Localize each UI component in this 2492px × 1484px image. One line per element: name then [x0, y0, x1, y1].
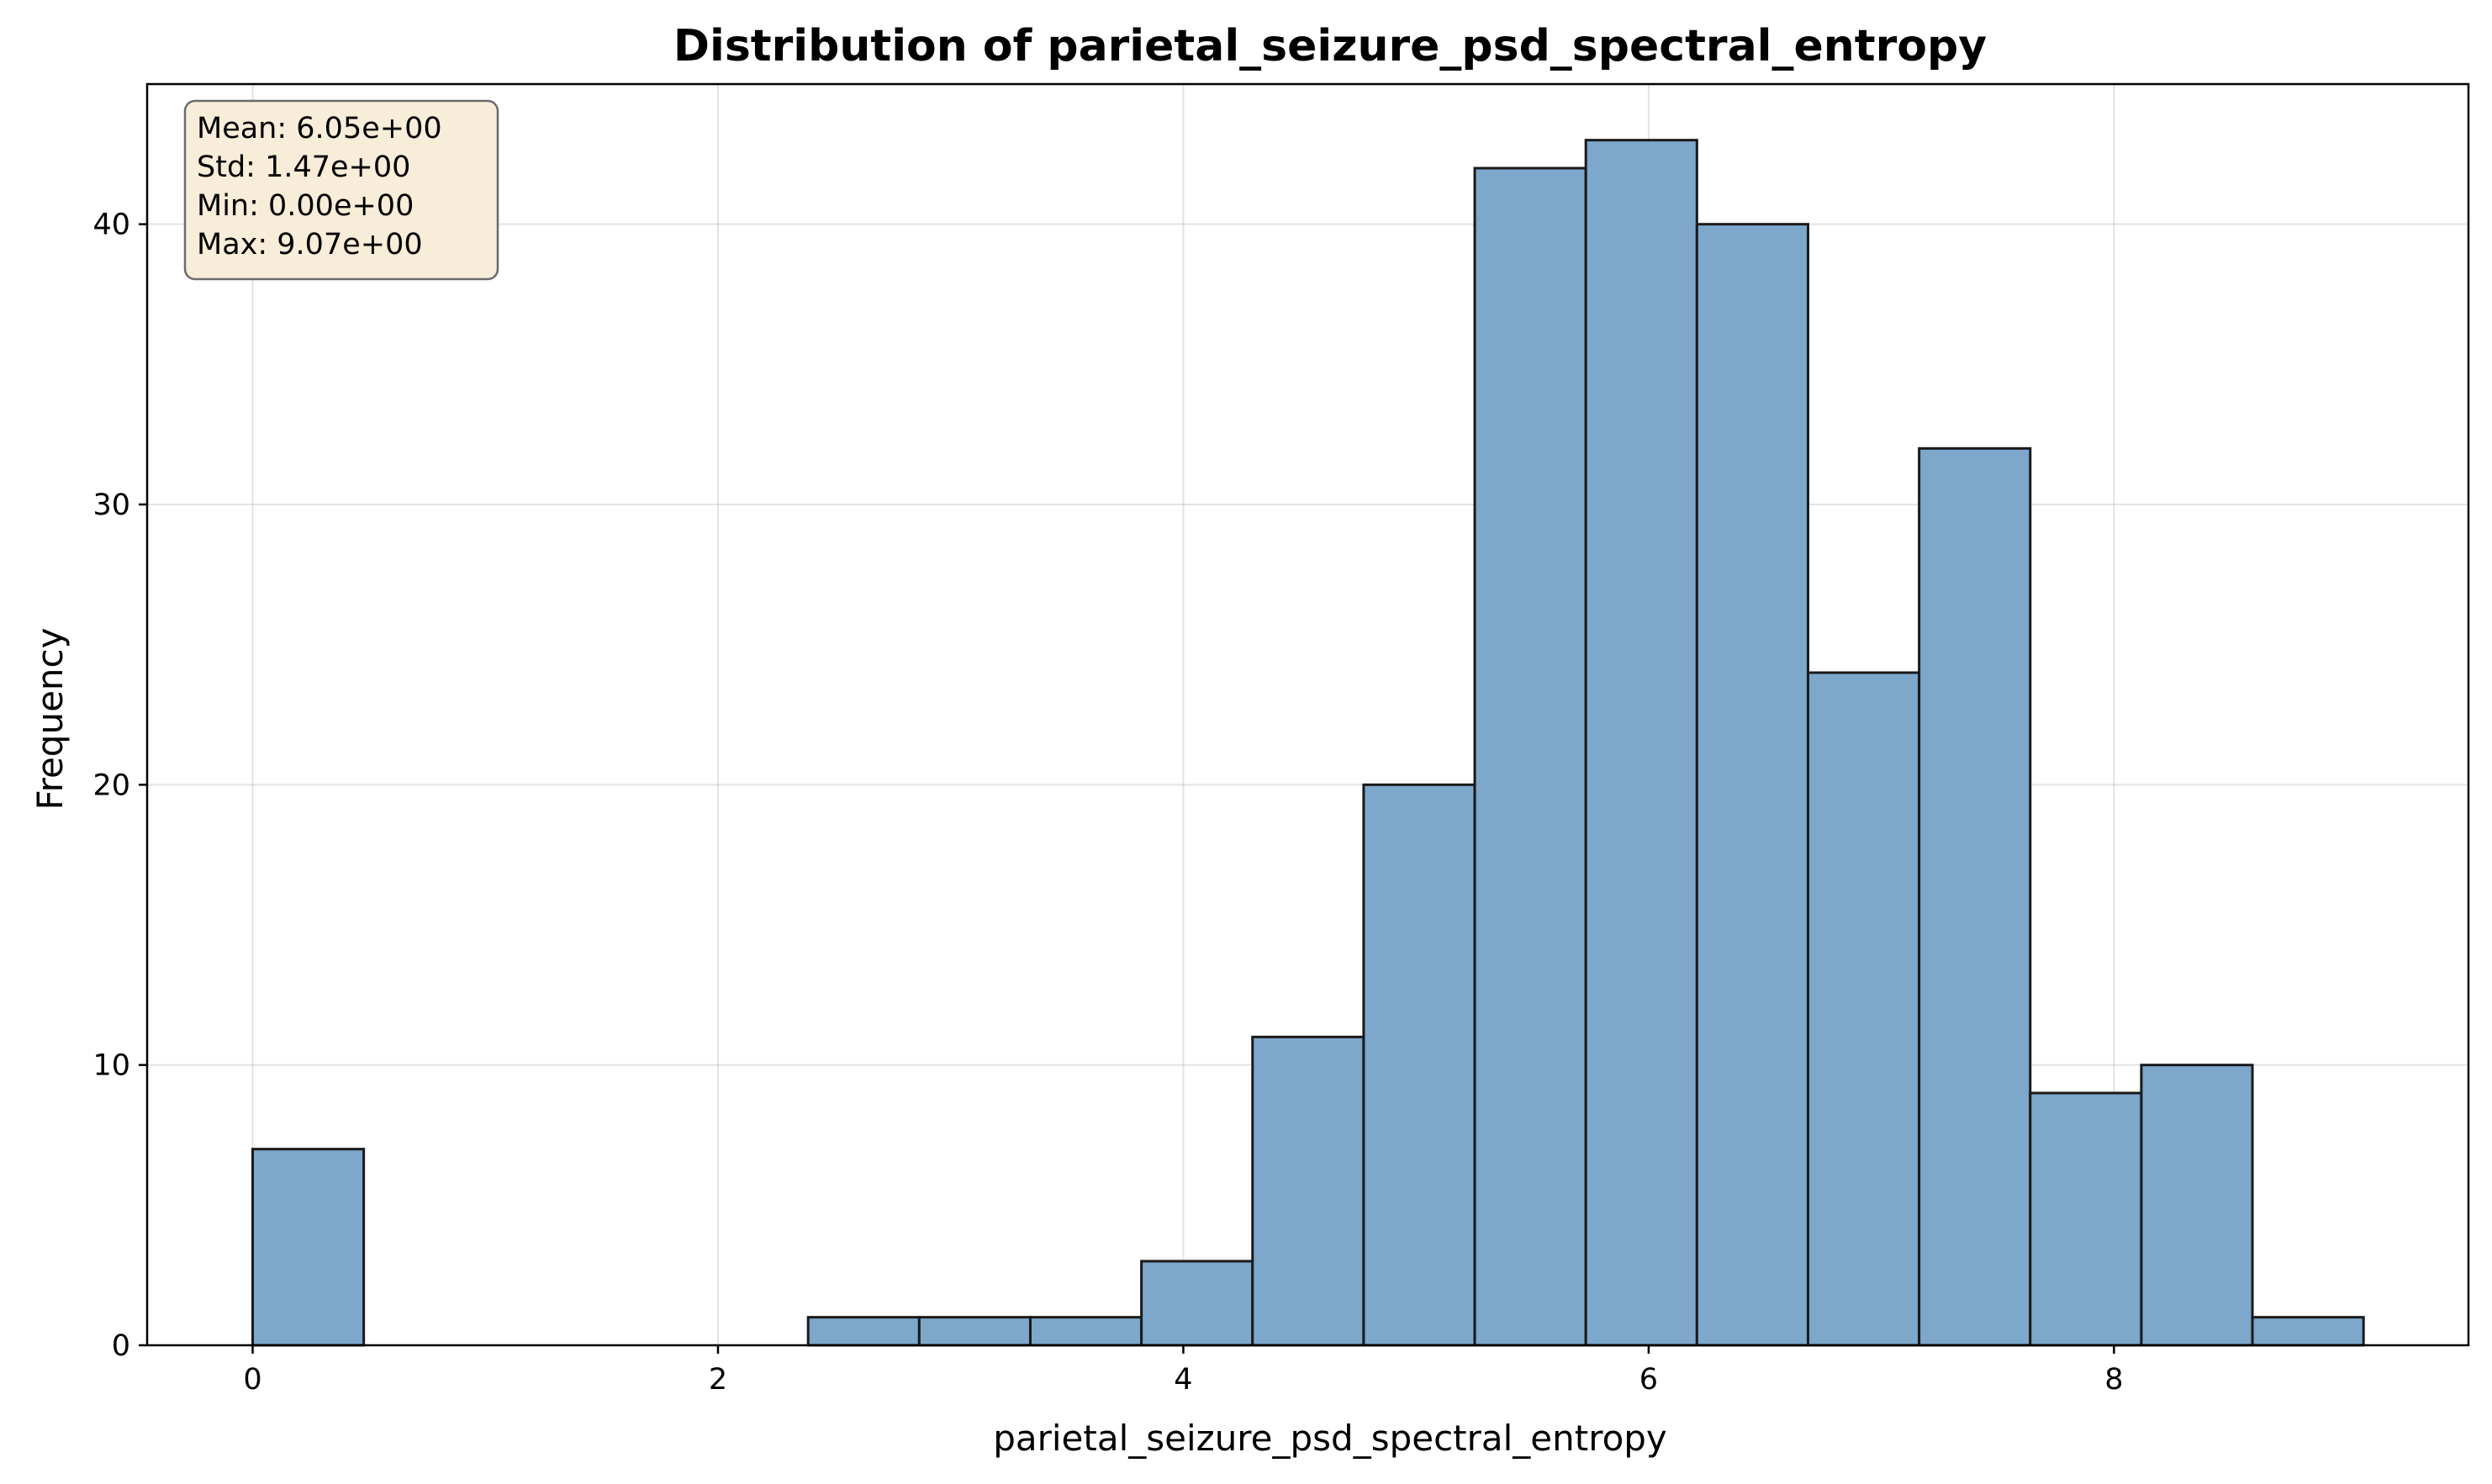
stats-max: Max: 9.07e+00 — [197, 228, 423, 261]
histogram-bar — [917, 1316, 1032, 1347]
y-tick-label: 0 — [112, 1329, 130, 1363]
y-tick-label: 30 — [92, 489, 130, 522]
histogram-bar — [1473, 166, 1587, 1347]
axis-ticks: 0 2 4 6 8 0 10 20 30 40 — [92, 209, 2123, 1397]
stats-box-background — [183, 99, 499, 281]
histogram-bar — [251, 1148, 366, 1347]
histogram-bar — [1028, 1316, 1143, 1347]
stats-box: Mean: 6.05e+00 Std: 1.47e+00 Min: 0.00e+… — [183, 99, 499, 281]
histogram-bar — [2029, 1091, 2143, 1347]
stats-std: Std: 1.47e+00 — [197, 151, 410, 184]
x-tick-label: 2 — [709, 1363, 727, 1397]
y-tick-label: 10 — [92, 1049, 130, 1083]
histogram-bar — [1251, 1035, 1365, 1347]
histogram-bar — [2251, 1316, 2365, 1347]
stats-mean: Mean: 6.05e+00 — [197, 112, 442, 145]
histogram-bar — [1806, 671, 1921, 1347]
x-tick-label: 6 — [1639, 1363, 1658, 1397]
histogram-bars — [251, 139, 2365, 1347]
histogram-bar — [1140, 1260, 1254, 1347]
y-tick-label: 40 — [92, 209, 130, 242]
histogram-bar — [1362, 783, 1476, 1347]
x-tick-label: 8 — [2104, 1363, 2123, 1397]
x-tick-label: 0 — [243, 1363, 261, 1397]
histogram-bar — [1695, 223, 1809, 1347]
x-tick-label: 4 — [1174, 1363, 1192, 1397]
histogram-bar — [1584, 139, 1698, 1347]
y-axis-label: Frequency — [29, 628, 71, 811]
histogram-bar — [1918, 446, 2032, 1347]
histogram-bar — [806, 1316, 921, 1347]
y-tick-label: 20 — [92, 768, 130, 802]
x-axis-label: parietal_seizure_psd_spectral_entropy — [993, 1418, 1667, 1459]
plot-area-frame — [145, 82, 2470, 1347]
histogram-bar — [2140, 1064, 2254, 1347]
stats-min: Min: 0.00e+00 — [197, 189, 414, 223]
chart-title: Distribution of parietal_seizure_psd_spe… — [673, 21, 1987, 71]
